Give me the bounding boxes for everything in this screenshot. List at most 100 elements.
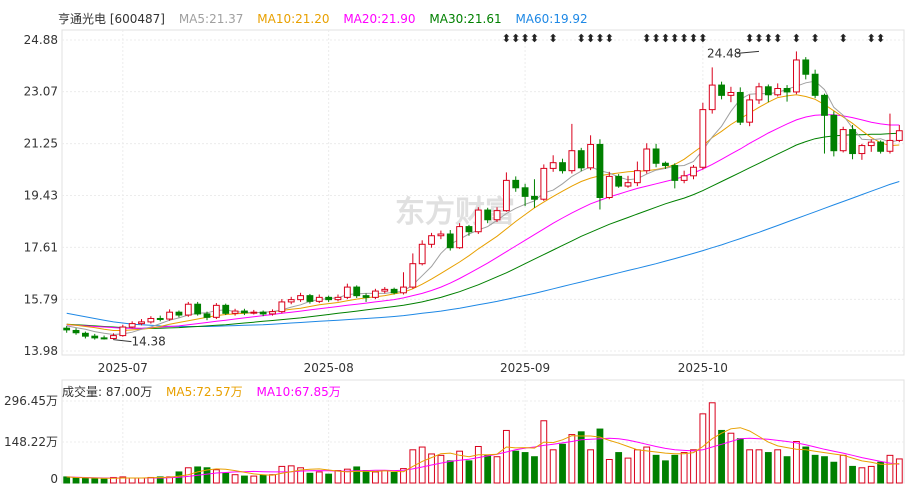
candle xyxy=(222,303,230,316)
candle xyxy=(718,81,725,100)
price-tick-label: 24.88 xyxy=(24,33,58,47)
volume-legend: 成交量: 87.00万 MA5:72.57万 MA10:67.85万 xyxy=(62,383,351,400)
candle xyxy=(381,287,389,294)
candle xyxy=(568,123,576,174)
candle xyxy=(81,331,89,339)
ma20-label: MA20:21.90 xyxy=(343,12,416,26)
candle xyxy=(521,183,529,207)
candle-body xyxy=(736,91,744,123)
volume-bar xyxy=(718,429,725,484)
volume-bar xyxy=(624,457,632,484)
volume-tick-label: 148.22万 xyxy=(4,435,58,449)
volume-bar xyxy=(63,476,71,484)
stock-name: 亨通光电 [600487] xyxy=(58,12,165,26)
candle xyxy=(241,308,248,316)
candle-body xyxy=(793,59,800,93)
volume-bar xyxy=(540,420,548,484)
candle xyxy=(746,94,754,127)
volume-bar xyxy=(278,465,286,484)
volume-bar xyxy=(502,429,510,484)
candle xyxy=(502,172,510,212)
volume-bar xyxy=(297,467,304,484)
candle-body xyxy=(811,73,819,96)
ma60-label: MA60:19.92 xyxy=(515,12,588,26)
volume-bar xyxy=(306,472,314,484)
gridlines xyxy=(61,29,905,484)
candle xyxy=(390,287,398,295)
candle xyxy=(727,86,735,103)
volume-bar xyxy=(643,446,651,484)
event-marker: ⬍ xyxy=(670,32,679,45)
volume-bar xyxy=(521,452,529,484)
event-marker: ⬍ xyxy=(651,32,660,45)
candle-body xyxy=(596,143,604,198)
volume-bar xyxy=(212,469,220,484)
volume-bar xyxy=(72,477,80,484)
volume-tick-label: 296.45万 xyxy=(4,394,58,408)
candle-body xyxy=(746,99,754,123)
candle xyxy=(428,232,435,248)
candle-body xyxy=(437,233,445,237)
candle xyxy=(315,294,323,304)
candle-body xyxy=(175,311,183,316)
volume-bar xyxy=(531,456,538,484)
candle xyxy=(212,303,220,320)
candle xyxy=(110,333,117,340)
price-tick-label: 19.43 xyxy=(24,189,58,203)
candle xyxy=(867,139,875,152)
annotation-label: 14.38 xyxy=(131,335,165,349)
candle xyxy=(456,223,464,249)
candle xyxy=(418,240,426,266)
volume-bar xyxy=(671,454,679,484)
candlesticks[interactable] xyxy=(63,51,903,340)
volume-bar xyxy=(727,432,735,484)
volume-bar xyxy=(91,478,99,484)
volume-bar xyxy=(764,452,772,484)
event-markers[interactable]: ⬍ ⬍ ⬍ ⬍ ⬍ ⬍ ⬍ ⬍ ⬍ ⬍ ⬍ ⬍ ⬍ ⬍ ⬍ ⬍ ⬍ ⬍ ⬍ ⬍ ⬍ ⬍ ⬍ ⬍ ⬍ xyxy=(502,32,885,45)
candle-body xyxy=(830,114,838,152)
candle xyxy=(474,207,482,235)
volume-bar xyxy=(287,465,295,484)
candle xyxy=(119,324,127,337)
candle xyxy=(671,163,679,189)
candle xyxy=(633,161,641,187)
candle xyxy=(156,315,164,322)
volume-bar xyxy=(100,478,108,484)
candle xyxy=(175,310,183,318)
volume-bar xyxy=(381,470,389,484)
candle xyxy=(259,310,267,317)
candle-body xyxy=(568,150,576,172)
event-marker: ⬍ xyxy=(549,32,558,45)
volume-bar xyxy=(315,471,323,484)
volume-bars[interactable] xyxy=(63,402,903,484)
candle xyxy=(512,176,520,192)
volume-bar xyxy=(596,428,604,484)
candle xyxy=(400,272,407,295)
candle-body xyxy=(839,129,847,152)
volume-bar xyxy=(428,453,435,484)
x-axis-labels: 2025-07 2025-08 2025-09 2025-10 xyxy=(98,361,728,375)
candle xyxy=(184,301,192,317)
event-marker: ⬍ xyxy=(502,32,511,45)
candle-body xyxy=(259,311,267,315)
candle-body xyxy=(222,304,230,314)
candle xyxy=(596,139,604,210)
volume-bar xyxy=(484,454,492,484)
candle-body xyxy=(315,296,323,302)
price-tick-label: 21.25 xyxy=(24,137,58,151)
candle-body xyxy=(212,304,220,318)
volume-bar xyxy=(222,472,230,484)
candle-body xyxy=(512,179,520,189)
volume-bar xyxy=(736,438,744,484)
candle-body xyxy=(877,141,885,152)
price-panel-border xyxy=(61,29,905,356)
candle-body xyxy=(362,295,370,298)
candle xyxy=(353,285,361,298)
volume-bar xyxy=(353,466,361,484)
volume-bar xyxy=(568,434,576,484)
candle-body xyxy=(662,162,669,167)
candle xyxy=(100,335,108,340)
candle-body xyxy=(605,175,613,198)
candle xyxy=(858,143,866,160)
